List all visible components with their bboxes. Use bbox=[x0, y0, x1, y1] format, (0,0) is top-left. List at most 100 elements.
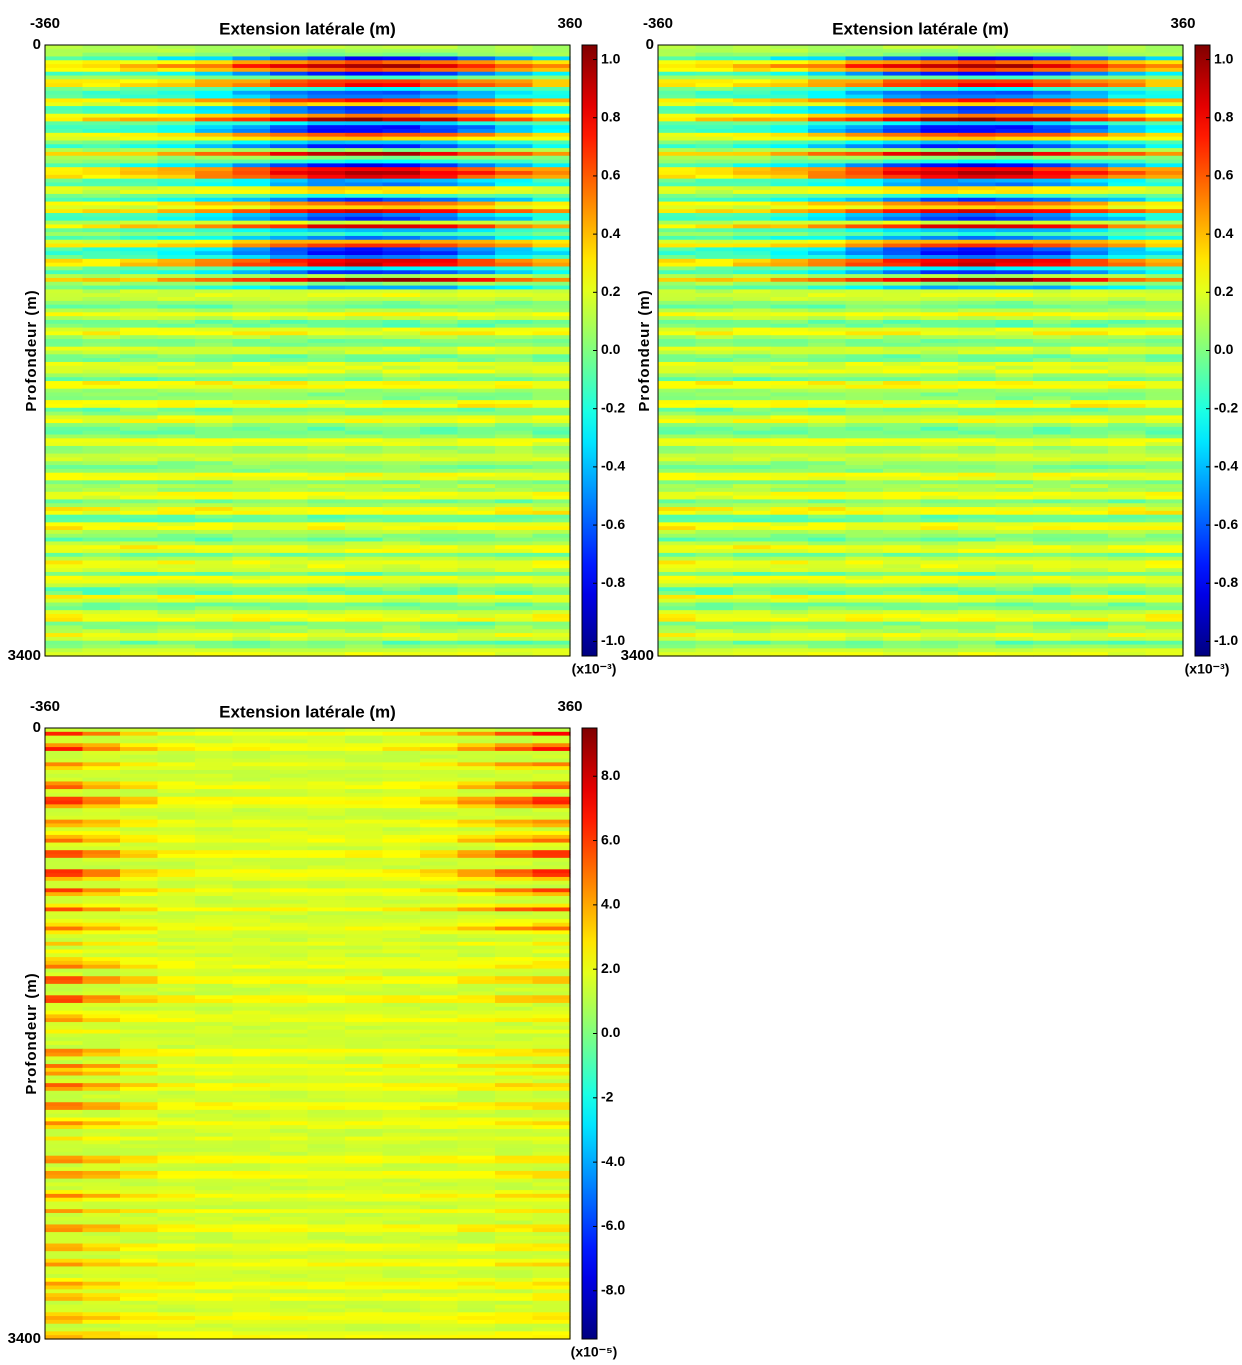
image-cell bbox=[82, 800, 121, 805]
image-cell bbox=[532, 591, 571, 596]
image-cell bbox=[733, 648, 772, 653]
image-cell bbox=[532, 773, 571, 779]
image-cell bbox=[45, 549, 84, 554]
image-cell bbox=[770, 438, 809, 443]
image-cell bbox=[958, 140, 997, 145]
image-cell bbox=[1070, 377, 1109, 382]
image-cell bbox=[1145, 251, 1184, 256]
image-cell bbox=[345, 648, 384, 653]
image-cell bbox=[1070, 495, 1109, 501]
image-cell bbox=[457, 552, 496, 558]
image-cell bbox=[420, 484, 459, 489]
image-cell bbox=[733, 430, 772, 436]
image-cell bbox=[82, 743, 121, 748]
image-cell bbox=[232, 182, 271, 187]
image-cell bbox=[270, 285, 309, 290]
image-cell bbox=[695, 300, 734, 306]
image-cell bbox=[695, 319, 734, 325]
image-cell bbox=[995, 571, 1034, 577]
image-cell bbox=[1145, 476, 1184, 481]
image-cell bbox=[157, 361, 196, 367]
image-cell bbox=[232, 621, 271, 627]
image-cell bbox=[270, 396, 309, 401]
image-cell bbox=[995, 583, 1034, 588]
image-cell bbox=[307, 167, 346, 172]
image-cell bbox=[270, 71, 309, 77]
image-cell bbox=[195, 449, 234, 455]
image-cell bbox=[270, 541, 309, 546]
image-cell bbox=[695, 125, 734, 130]
image-cell bbox=[345, 129, 384, 134]
image-cell bbox=[845, 625, 884, 630]
image-cell bbox=[195, 564, 234, 569]
image-cell bbox=[382, 71, 421, 77]
image-cell bbox=[658, 316, 697, 321]
image-cell bbox=[770, 640, 809, 646]
image-cell bbox=[1145, 430, 1184, 436]
image-cell bbox=[82, 560, 121, 565]
image-cell bbox=[845, 71, 884, 77]
image-cell bbox=[345, 583, 384, 588]
image-cell bbox=[920, 117, 959, 122]
image-cell bbox=[120, 148, 159, 153]
image-cell bbox=[157, 335, 196, 340]
image-cell bbox=[420, 106, 459, 111]
image-cell bbox=[270, 522, 309, 527]
image-cell bbox=[495, 457, 534, 462]
image-cell bbox=[120, 537, 159, 543]
image-cell bbox=[120, 289, 159, 294]
image-cell bbox=[345, 472, 384, 478]
image-cell bbox=[995, 407, 1034, 413]
image-cell bbox=[695, 564, 734, 569]
image-cell bbox=[457, 163, 496, 168]
image-cell bbox=[270, 762, 309, 767]
image-cell bbox=[658, 480, 697, 485]
image-cell bbox=[733, 239, 772, 245]
image-cell bbox=[733, 388, 772, 394]
image-cell bbox=[808, 442, 847, 447]
image-cell bbox=[457, 98, 496, 103]
image-cell bbox=[232, 289, 271, 294]
image-cell bbox=[733, 255, 772, 260]
image-cell bbox=[420, 487, 459, 493]
image-cell bbox=[1145, 449, 1184, 455]
image-cell bbox=[82, 216, 121, 222]
image-cell bbox=[307, 762, 346, 767]
image-cell bbox=[658, 552, 697, 558]
image-cell bbox=[307, 834, 346, 840]
image-cell bbox=[958, 583, 997, 588]
image-cell bbox=[457, 743, 496, 748]
image-cell bbox=[232, 255, 271, 260]
image-cell bbox=[120, 625, 159, 630]
image-cell bbox=[382, 652, 421, 657]
image-cell bbox=[532, 220, 571, 226]
image-cell bbox=[157, 445, 196, 451]
image-cell bbox=[345, 789, 384, 794]
image-cell bbox=[270, 453, 309, 459]
image-cell bbox=[195, 568, 234, 573]
image-cell bbox=[82, 804, 121, 809]
image-cell bbox=[270, 274, 309, 279]
image-cell bbox=[157, 247, 196, 252]
image-cell bbox=[1033, 159, 1072, 164]
image-cell bbox=[1033, 193, 1072, 199]
image-cell bbox=[120, 323, 159, 329]
image-cell bbox=[695, 83, 734, 88]
image-cell bbox=[495, 167, 534, 172]
image-cell bbox=[1033, 403, 1072, 409]
image-cell bbox=[808, 453, 847, 459]
image-cell bbox=[845, 270, 884, 275]
image-cell bbox=[770, 476, 809, 481]
image-cell bbox=[270, 556, 309, 562]
image-cell bbox=[1033, 67, 1072, 73]
image-cell bbox=[1145, 109, 1184, 115]
image-cell bbox=[920, 129, 959, 134]
image-cell bbox=[195, 323, 234, 329]
image-cell bbox=[345, 274, 384, 279]
image-cell bbox=[195, 472, 234, 478]
image-cell bbox=[382, 731, 421, 737]
image-cell bbox=[157, 159, 196, 164]
image-cell bbox=[195, 747, 234, 752]
image-cell bbox=[345, 491, 384, 497]
image-cell bbox=[382, 770, 421, 775]
